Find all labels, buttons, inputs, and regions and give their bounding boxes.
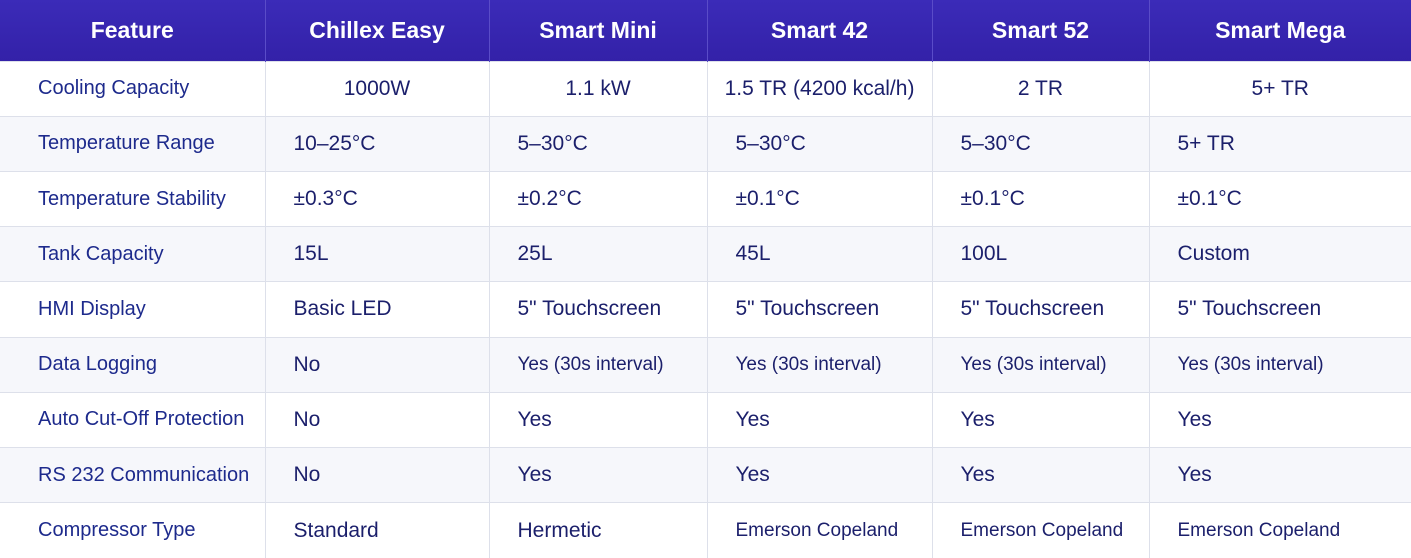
table-cell: Standard [265, 502, 490, 558]
row-feature-label: Compressor Type [0, 502, 266, 558]
table-cell: 100L [932, 226, 1150, 282]
table-cell: 5+ TR [1149, 60, 1411, 117]
table-cell: 1.1 kW [489, 60, 708, 117]
table-cell: Yes [489, 391, 708, 448]
table-cell: 1000W [265, 60, 490, 117]
table-cell: ±0.1°C [1149, 170, 1411, 227]
header-smart-mega: Smart Mega [1215, 16, 1346, 43]
table-cell: No [265, 391, 490, 448]
table-cell: Yes [707, 447, 933, 503]
table-cell: Yes (30s interval) [932, 336, 1150, 393]
header-row: Feature Chillex Easy Smart Mini Smart 42… [0, 0, 1411, 61]
table-cell: Emerson Copeland [932, 502, 1150, 558]
table-cell: 5" Touchscreen [489, 281, 708, 338]
table-cell: Yes (30s interval) [1149, 336, 1411, 393]
table-row: Data Logging No Yes (30s interval) Yes (… [0, 336, 1411, 393]
table-row: Compressor Type Standard Hermetic Emerso… [0, 502, 1411, 558]
table-cell: 5" Touchscreen [1149, 281, 1411, 338]
table-body: Cooling Capacity 1000W 1.1 kW 1.5 TR (42… [0, 60, 1411, 558]
table-row: Cooling Capacity 1000W 1.1 kW 1.5 TR (42… [0, 60, 1411, 117]
row-feature-label: Temperature Range [0, 115, 266, 172]
table-row: Temperature Range 10–25°C 5–30°C 5–30°C … [0, 115, 1411, 172]
table-cell: Custom [1149, 226, 1411, 282]
table-cell: 5+ TR [1149, 115, 1411, 172]
table-cell: Hermetic [489, 502, 708, 558]
table-row: RS 232 Communication No Yes Yes Yes Yes [0, 447, 1411, 503]
row-feature-label: Tank Capacity [0, 226, 266, 282]
row-feature-label: Data Logging [0, 336, 266, 393]
table-cell: Yes [932, 447, 1150, 503]
table-cell: 5–30°C [707, 115, 933, 172]
row-feature-label: Auto Cut-Off Protection [0, 391, 266, 448]
header-chillex-easy: Chillex Easy [265, 0, 490, 61]
row-feature-label: HMI Display [0, 281, 266, 338]
table-cell: 25L [489, 226, 708, 282]
table-cell: ±0.2°C [489, 170, 708, 227]
table-cell: 15L [265, 226, 490, 282]
table-cell: 5–30°C [489, 115, 708, 172]
table-cell: Yes [1149, 391, 1411, 448]
table-cell: Yes (30s interval) [707, 336, 933, 393]
table-row: Auto Cut-Off Protection No Yes Yes Yes Y… [0, 391, 1411, 448]
row-feature-label: Temperature Stability [0, 170, 266, 227]
table-cell: 1.5 TR (4200 kcal/h) [707, 60, 933, 117]
table-cell: No [265, 447, 490, 503]
table-cell: Yes [707, 391, 933, 448]
header-feature: Feature [0, 0, 266, 61]
table-row: HMI Display Basic LED 5" Touchscreen 5" … [0, 281, 1411, 338]
table-header: Feature Chillex Easy Smart Mini Smart 42… [0, 0, 1411, 61]
table-cell: Emerson Copeland [1149, 502, 1411, 558]
table-cell: Yes [932, 391, 1150, 448]
table-cell: 5" Touchscreen [932, 281, 1150, 338]
table-cell: Basic LED [265, 281, 490, 338]
row-feature-label: Cooling Capacity [0, 60, 266, 117]
table-row: Temperature Stability ±0.3°C ±0.2°C ±0.1… [0, 170, 1411, 227]
table-cell: Yes [1149, 447, 1411, 503]
table-cell: ±0.3°C [265, 170, 490, 227]
table-cell: 5–30°C [932, 115, 1150, 172]
table-cell: Emerson Copeland [707, 502, 933, 558]
table-cell: 45L [707, 226, 933, 282]
table-cell: Yes (30s interval) [489, 336, 708, 393]
table-cell: No [265, 336, 490, 393]
table-cell: 5" Touchscreen [707, 281, 933, 338]
table-cell: ±0.1°C [707, 170, 933, 227]
table-cell: 10–25°C [265, 115, 490, 172]
table-cell: ±0.1°C [932, 170, 1150, 227]
table-cell: Yes [489, 447, 708, 503]
header-smart-42: Smart 42 [707, 0, 933, 61]
table-cell: 2 TR [932, 60, 1150, 117]
row-feature-label: RS 232 Communication [0, 447, 266, 503]
header-smart-mini: Smart Mini [489, 0, 708, 61]
header-smart-52: Smart 52 [932, 0, 1150, 61]
table-row: Tank Capacity 15L 25L 45L 100L Custom [0, 226, 1411, 282]
